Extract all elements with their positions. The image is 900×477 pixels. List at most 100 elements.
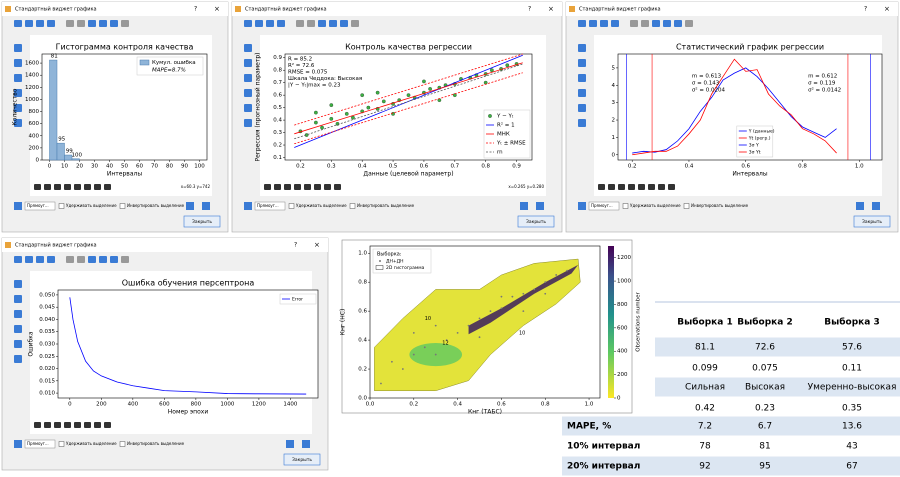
side-button[interactable] [578, 104, 586, 112]
toolbar-button[interactable] [244, 20, 252, 27]
close-dialog-button[interactable] [517, 215, 555, 228]
toolbar-button[interactable] [307, 20, 315, 27]
nav-button[interactable] [284, 184, 291, 190]
checkbox[interactable] [119, 441, 126, 447]
close-button[interactable]: × [548, 5, 554, 13]
nav-button[interactable] [54, 184, 61, 190]
action-button[interactable] [536, 202, 544, 210]
checkbox[interactable] [288, 203, 295, 209]
toolbar-button[interactable] [99, 256, 107, 263]
help-button[interactable]: ? [528, 6, 531, 13]
nav-button[interactable] [608, 184, 615, 190]
nav-button[interactable] [94, 184, 101, 190]
side-button[interactable] [14, 119, 22, 127]
help-button[interactable]: ? [194, 6, 197, 13]
checkbox[interactable] [349, 203, 356, 209]
action-button[interactable] [186, 202, 194, 210]
toolbar-button[interactable] [663, 20, 671, 27]
toolbar-button[interactable] [36, 256, 44, 263]
side-button[interactable] [14, 74, 22, 82]
side-button[interactable] [14, 295, 22, 303]
side-button[interactable] [244, 74, 252, 82]
toolbar-button[interactable] [66, 20, 74, 27]
toolbar-button[interactable] [25, 20, 33, 27]
side-button[interactable] [244, 89, 252, 97]
select-dropdown[interactable] [24, 201, 56, 211]
nav-button[interactable] [294, 184, 301, 190]
toolbar-button[interactable] [611, 20, 619, 27]
toolbar-button[interactable] [25, 256, 33, 263]
toolbar-button[interactable] [266, 20, 274, 27]
nav-button[interactable] [274, 184, 281, 190]
close-dialog-button[interactable] [283, 453, 321, 466]
toolbar-button[interactable] [121, 20, 129, 27]
nav-button[interactable] [54, 422, 61, 428]
nav-button[interactable] [64, 184, 71, 190]
side-button[interactable] [244, 119, 252, 127]
action-button[interactable] [286, 440, 294, 448]
side-button[interactable] [14, 89, 22, 97]
select-dropdown[interactable] [588, 201, 620, 211]
side-button[interactable] [14, 310, 22, 318]
toolbar-button[interactable] [36, 20, 44, 27]
nav-button[interactable] [84, 184, 91, 190]
checkbox[interactable] [683, 203, 690, 209]
side-button[interactable] [14, 104, 22, 112]
nav-button[interactable] [44, 422, 51, 428]
nav-button[interactable] [104, 184, 111, 190]
nav-button[interactable] [658, 184, 665, 190]
toolbar-button[interactable] [77, 20, 85, 27]
toolbar-button[interactable] [578, 20, 586, 27]
action-button[interactable] [856, 202, 864, 210]
action-button[interactable] [520, 202, 528, 210]
toolbar-button[interactable] [47, 256, 55, 263]
side-button[interactable] [578, 119, 586, 127]
close-button[interactable]: × [314, 241, 320, 249]
toolbar-button[interactable] [14, 20, 22, 27]
nav-button[interactable] [44, 184, 51, 190]
nav-button[interactable] [668, 184, 675, 190]
select-dropdown[interactable] [254, 201, 286, 211]
toolbar-button[interactable] [99, 20, 107, 27]
nav-button[interactable] [264, 184, 271, 190]
nav-button[interactable] [34, 184, 41, 190]
checkbox[interactable] [58, 441, 65, 447]
side-button[interactable] [14, 44, 22, 52]
nav-button[interactable] [334, 184, 341, 190]
toolbar-button[interactable] [88, 256, 96, 263]
nav-button[interactable] [74, 184, 81, 190]
toolbar-button[interactable] [77, 256, 85, 263]
nav-button[interactable] [104, 422, 111, 428]
nav-button[interactable] [638, 184, 645, 190]
nav-button[interactable] [304, 184, 311, 190]
side-button[interactable] [244, 104, 252, 112]
toolbar-button[interactable] [351, 20, 359, 27]
toolbar-button[interactable] [589, 20, 597, 27]
side-button[interactable] [14, 355, 22, 363]
nav-button[interactable] [314, 184, 321, 190]
toolbar-button[interactable] [14, 256, 22, 263]
action-button[interactable] [872, 202, 880, 210]
toolbar-button[interactable] [88, 20, 96, 27]
toolbar-button[interactable] [340, 20, 348, 27]
nav-button[interactable] [648, 184, 655, 190]
toolbar-button[interactable] [296, 20, 304, 27]
action-button[interactable] [202, 202, 210, 210]
toolbar-button[interactable] [277, 20, 285, 27]
checkbox[interactable] [58, 203, 65, 209]
nav-button[interactable] [34, 422, 41, 428]
side-button[interactable] [578, 59, 586, 67]
close-dialog-button[interactable] [853, 215, 891, 228]
side-button[interactable] [578, 74, 586, 82]
toolbar-button[interactable] [121, 256, 129, 263]
nav-button[interactable] [74, 422, 81, 428]
toolbar-button[interactable] [110, 256, 118, 263]
side-button[interactable] [14, 59, 22, 67]
side-button[interactable] [244, 59, 252, 67]
nav-button[interactable] [84, 422, 91, 428]
close-button[interactable]: × [214, 5, 220, 13]
close-button[interactable]: × [884, 5, 890, 13]
nav-button[interactable] [94, 422, 101, 428]
help-button[interactable]: ? [864, 6, 867, 13]
toolbar-button[interactable] [674, 20, 682, 27]
